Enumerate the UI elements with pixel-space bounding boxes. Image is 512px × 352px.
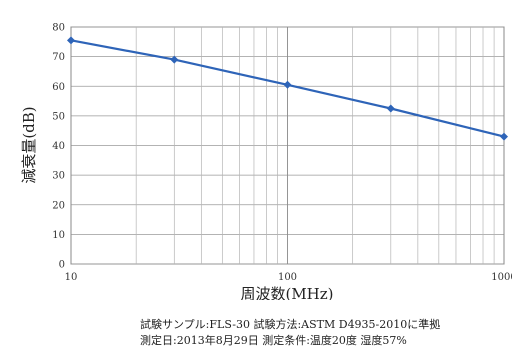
grid-lines [70,26,505,265]
x-axis-title: 周波数(MHz) [240,285,333,300]
y-axis-title: 減衰量(dB) [20,106,38,183]
y-tick-label: 40 [52,141,65,152]
data-point-marker [283,80,292,89]
data-point-marker [67,36,75,45]
y-tick-label: 30 [52,171,65,182]
y-tick-label: 60 [52,82,65,93]
y-tick-label: 0 [59,260,65,271]
y-tick-label: 70 [52,52,65,63]
y-tick-label: 80 [52,23,65,34]
x-tick-label: 10 [65,272,78,283]
y-tick-labels: 0 10 20 30 40 50 60 70 80 [52,23,65,271]
data-point-marker [170,55,179,64]
data-point-marker [386,104,395,113]
y-tick-label: 10 [52,230,65,241]
y-tick-label: 50 [52,111,65,122]
test-conditions-line-1: 試験サンプル:FLS-30 試験方法:ASTM D4935-2010に準拠 [140,318,441,331]
series-layer [67,36,508,141]
x-tick-labels: 10 100 1000 [65,272,512,283]
x-tick-label: 100 [278,272,297,283]
test-conditions-line-2: 測定日:2013年8月29日 測定条件:温度20度 湿度57% [140,334,407,347]
data-point-marker [500,132,508,141]
y-tick-label: 20 [52,200,65,211]
x-tick-label: 1000 [491,272,512,283]
